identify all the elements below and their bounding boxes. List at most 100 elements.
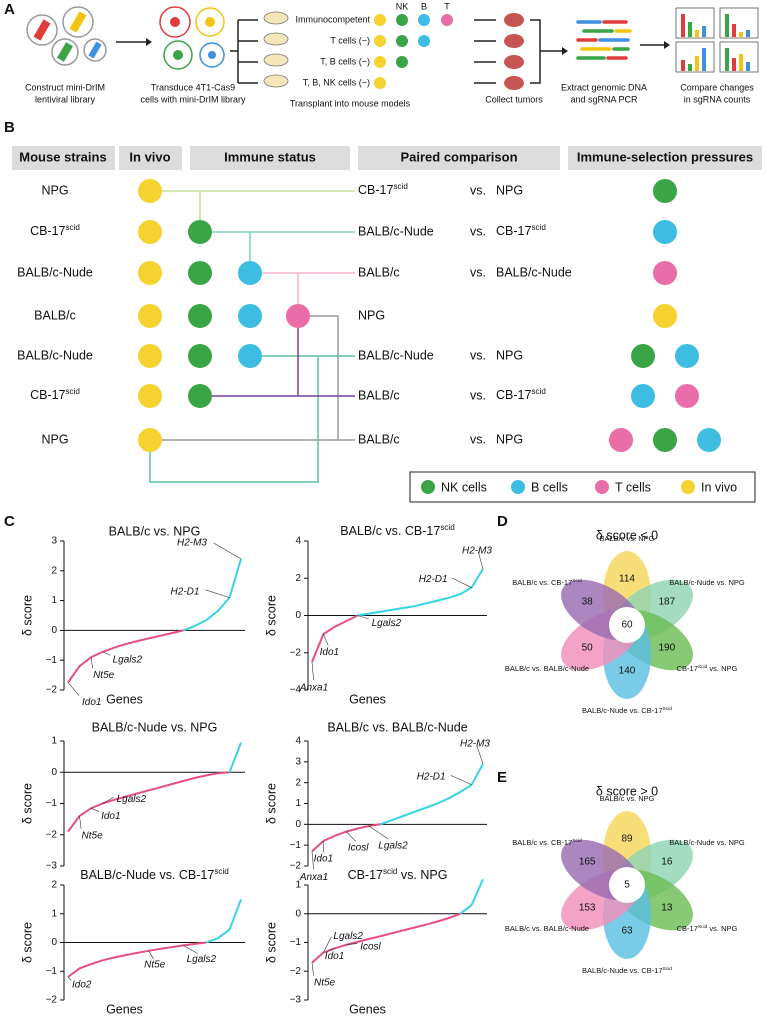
- comparison-a: BALB/c-Nude: [358, 348, 434, 362]
- column-header: In vivo: [129, 149, 170, 164]
- y-tick-label: 1: [51, 908, 57, 919]
- pressure-dot: [653, 179, 677, 203]
- y-axis-label: δ score: [20, 922, 34, 963]
- pressure-dot: [609, 428, 633, 452]
- chart-title-sup: scid: [214, 867, 228, 876]
- venn-label-part: vs. NPG: [707, 924, 737, 933]
- y-tick-label: 1: [51, 595, 57, 606]
- column-header: Immune status: [224, 149, 316, 164]
- strain-label-sup: scid: [66, 387, 80, 396]
- gene-annotation: Nt5e: [144, 959, 166, 970]
- gene-annotation: H2-D1: [417, 771, 446, 782]
- x-axis-label: Genes: [106, 1002, 143, 1016]
- cell-dot: [396, 14, 408, 26]
- venn-label-sup: Scid: [663, 966, 673, 972]
- venn-label-part: BALB/c vs. CB-17: [512, 578, 572, 587]
- pressure-dot: [631, 384, 655, 408]
- comparison-b: CB-17scid: [496, 223, 546, 239]
- status-dot: [138, 179, 162, 203]
- step-text: Transplant into mouse models: [290, 98, 411, 108]
- model-label: T cells (−): [330, 35, 370, 45]
- connectors: [149, 190, 355, 483]
- score-curve: [311, 614, 359, 663]
- y-tick-label: 0: [51, 625, 57, 636]
- comparison-a: BALB/c: [358, 265, 400, 279]
- comparison-vs: vs.: [470, 224, 486, 238]
- annotation-leader: [148, 950, 154, 960]
- y-axis-label: δ score: [264, 922, 278, 963]
- comparison-b: NPG: [496, 348, 523, 362]
- venn-label: BALB/c vs. NPG: [599, 534, 654, 543]
- gene-annotation: Ido2: [72, 980, 92, 991]
- venn-center: [609, 607, 645, 643]
- y-tick-label: 4: [295, 736, 301, 747]
- venn-label-part: vs. NPG: [707, 664, 737, 673]
- annotation-leader: [323, 936, 332, 953]
- annotation-leader: [476, 744, 484, 765]
- panel-label: A: [4, 1, 15, 18]
- comparison-a: BALB/c: [358, 388, 400, 402]
- y-tick-label: −2: [46, 995, 58, 1006]
- strain-label: NPG: [41, 432, 68, 446]
- comparison-vs: vs.: [470, 183, 486, 197]
- annotation-leader: [450, 775, 472, 786]
- annotation-leader: [477, 551, 484, 570]
- y-tick-label: 2: [295, 573, 301, 584]
- comparison-b: CB-17scid: [496, 387, 546, 403]
- gene-annotation: Anxa1: [299, 683, 328, 694]
- annotation-leader: [357, 615, 369, 620]
- panel-label: C: [4, 513, 15, 530]
- status-dot: [188, 220, 212, 244]
- pressure-dot: [675, 384, 699, 408]
- annotation-leader: [90, 657, 93, 669]
- cell-dot: [374, 14, 386, 26]
- y-tick-label: 1: [295, 880, 301, 891]
- venn-label-sup: Scid: [698, 924, 708, 930]
- comparison-b-part: CB-17: [496, 388, 531, 402]
- status-dot: [188, 304, 212, 328]
- score-curve: [228, 742, 242, 773]
- venn-center-count: 60: [621, 620, 633, 631]
- annotation-leader: [102, 797, 114, 804]
- y-tick-label: −1: [46, 655, 58, 666]
- score-curve: [311, 912, 461, 964]
- annotation-leader: [346, 943, 358, 946]
- status-dot: [188, 384, 212, 408]
- step-text: Extract genomic DNA: [561, 82, 647, 92]
- venn-center-count: 5: [624, 880, 630, 891]
- annotation-leader: [452, 577, 472, 588]
- status-dot: [238, 304, 262, 328]
- y-tick-label: 0: [295, 908, 301, 919]
- pressure-dot: [653, 220, 677, 244]
- chart-title: BALB/c-Nude vs. NPG: [92, 720, 218, 734]
- gene-annotation: Icosl: [348, 842, 369, 853]
- status-dot: [188, 344, 212, 368]
- column-header: Paired comparison: [400, 149, 517, 164]
- venn-count: 63: [621, 926, 633, 937]
- x-axis-label: Genes: [349, 1002, 386, 1016]
- comparison-a: NPG: [358, 308, 385, 322]
- status-dot: [138, 220, 162, 244]
- y-tick-label: −1: [46, 966, 58, 977]
- chart-title-sup: scid: [440, 523, 454, 532]
- status-dot: [138, 261, 162, 285]
- y-axis-label: δ score: [20, 783, 34, 824]
- gene-annotation: Nt5e: [93, 670, 115, 681]
- comparison-vs: vs.: [470, 388, 486, 402]
- strain-label: CB-17scid: [30, 387, 80, 403]
- x-axis-label: Genes: [106, 692, 143, 706]
- y-tick-label: −2: [46, 829, 58, 840]
- annotation-leader: [311, 851, 314, 870]
- strain-label-part: CB-17: [30, 224, 65, 238]
- y-tick-label: 1: [51, 736, 57, 747]
- comparison-b-part: CB-17: [496, 224, 531, 238]
- chart-title: BALB/c vs. NPG: [109, 524, 201, 538]
- legend-label: In vivo: [701, 480, 737, 494]
- legend-dot: [421, 480, 435, 494]
- venn-label: CB-17Scid vs. NPG: [677, 924, 738, 933]
- venn-label-part: CB-17: [677, 664, 698, 673]
- chart-title: BALB/c vs. BALB/c-Nude: [327, 720, 467, 734]
- y-tick-label: −2: [46, 685, 58, 696]
- y-tick-label: 0: [295, 610, 301, 621]
- annotation-leader: [326, 947, 335, 952]
